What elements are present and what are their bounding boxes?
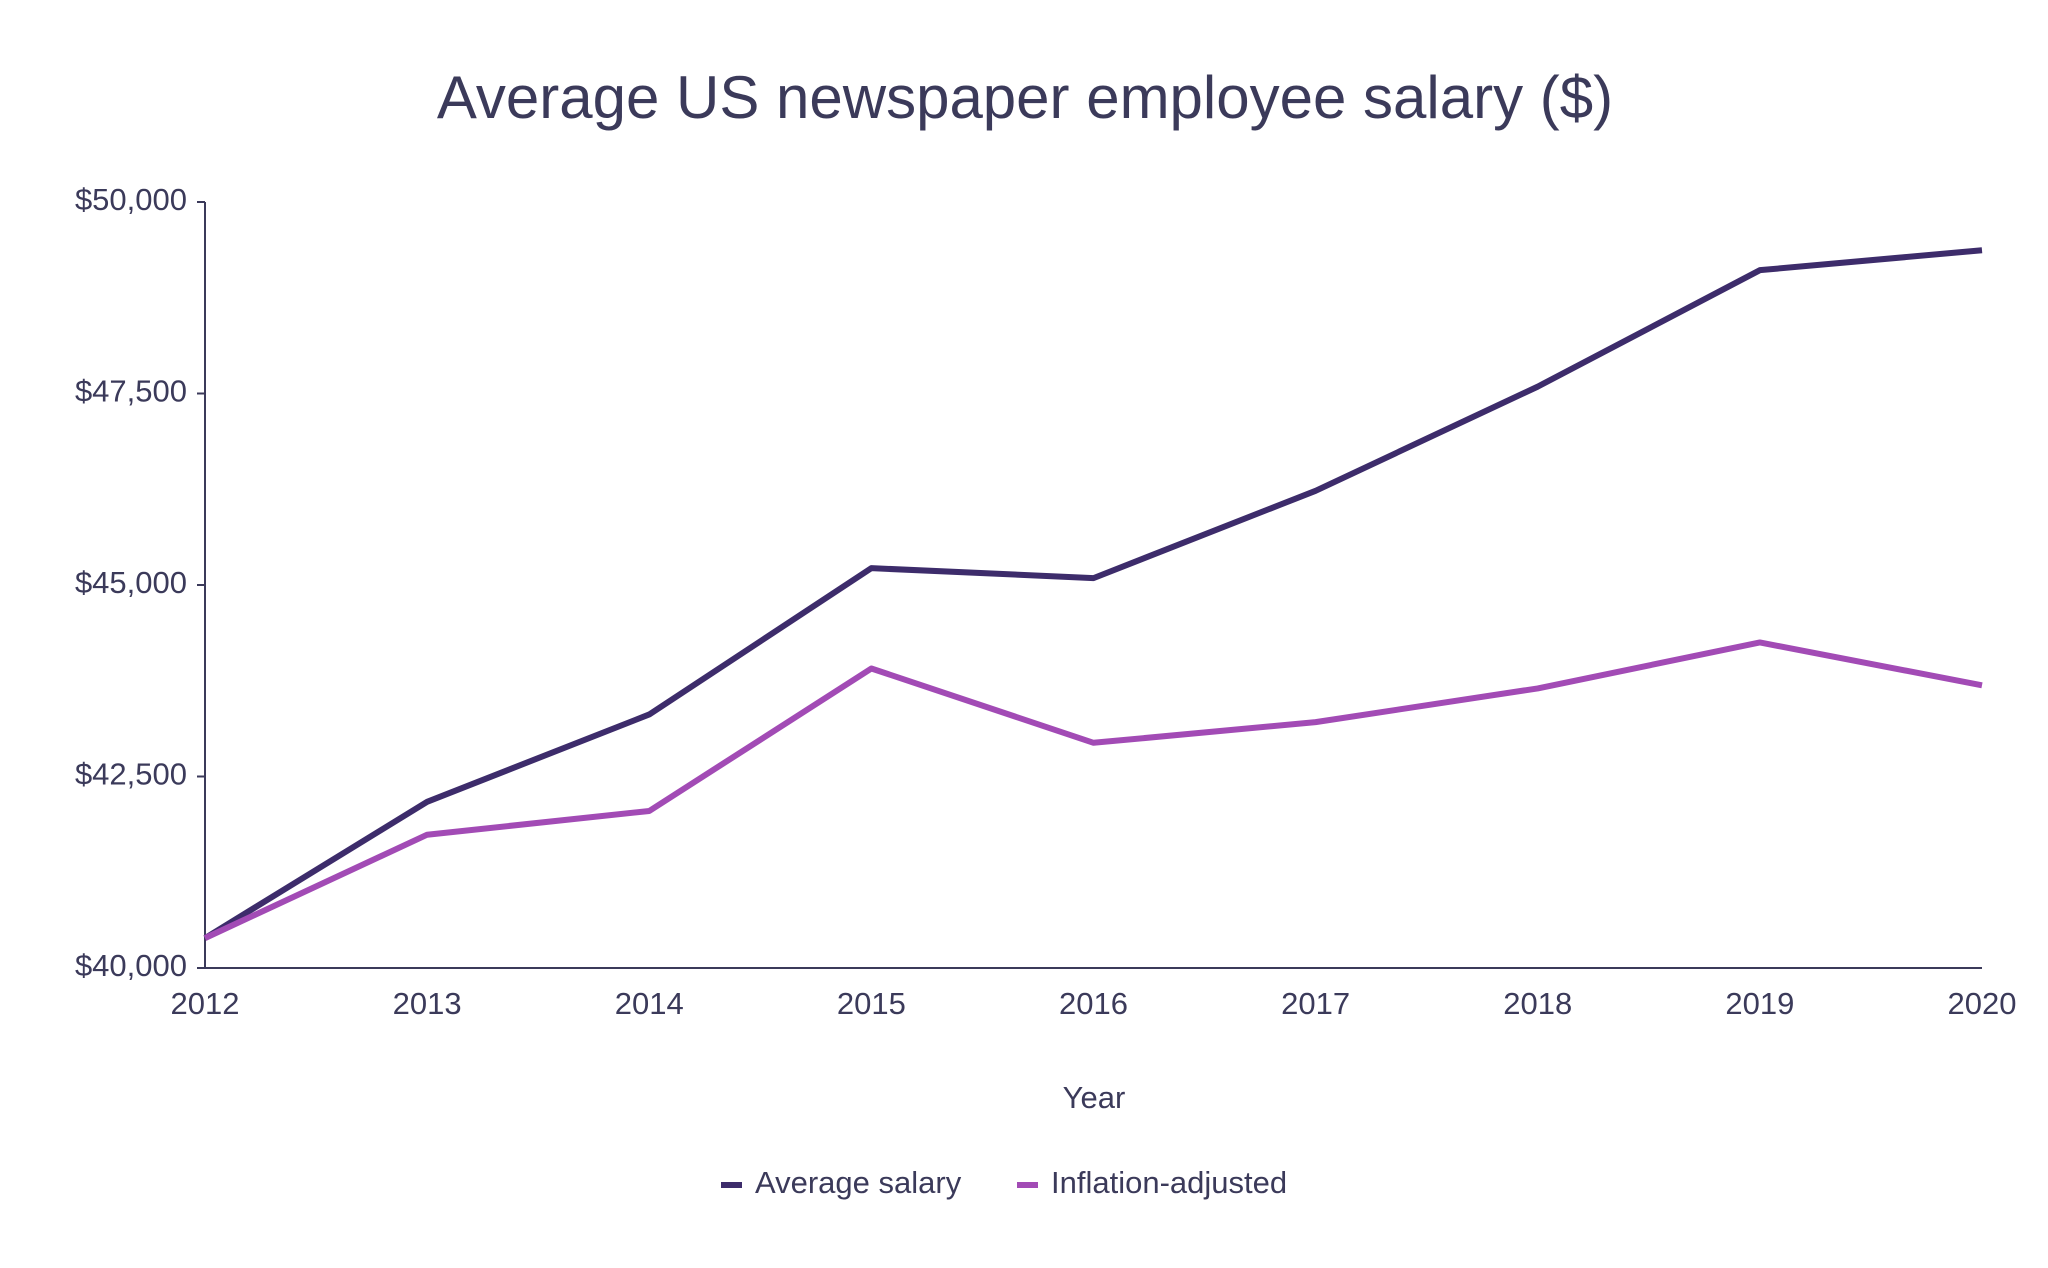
x-tick-label: 2018 xyxy=(1503,986,1572,1021)
y-tick-label: $42,500 xyxy=(75,757,187,792)
y-tick-label: $45,000 xyxy=(75,565,187,600)
series-line xyxy=(203,639,1983,941)
x-tick-label: 2012 xyxy=(171,986,240,1021)
y-tick-label: $50,000 xyxy=(75,182,187,217)
x-tick-label: 2020 xyxy=(1948,986,2017,1021)
x-tick-label: 2014 xyxy=(615,986,684,1021)
x-tick-label: 2017 xyxy=(1281,986,1350,1021)
y-tick-label: $47,500 xyxy=(75,374,187,409)
legend-label: Inflation-adjusted xyxy=(1051,1165,1287,1200)
legend-label: Average salary xyxy=(755,1165,962,1200)
y-tick-label: $40,000 xyxy=(75,948,187,983)
chart-title: Average US newspaper employee salary ($) xyxy=(437,64,1613,131)
series-line xyxy=(203,247,1983,941)
x-axis-title: Year xyxy=(1063,1080,1126,1115)
x-tick-label: 2016 xyxy=(1059,986,1128,1021)
x-tick-label: 2019 xyxy=(1725,986,1794,1021)
x-tick-label: 2013 xyxy=(393,986,462,1021)
x-tick-label: 2015 xyxy=(837,986,906,1021)
